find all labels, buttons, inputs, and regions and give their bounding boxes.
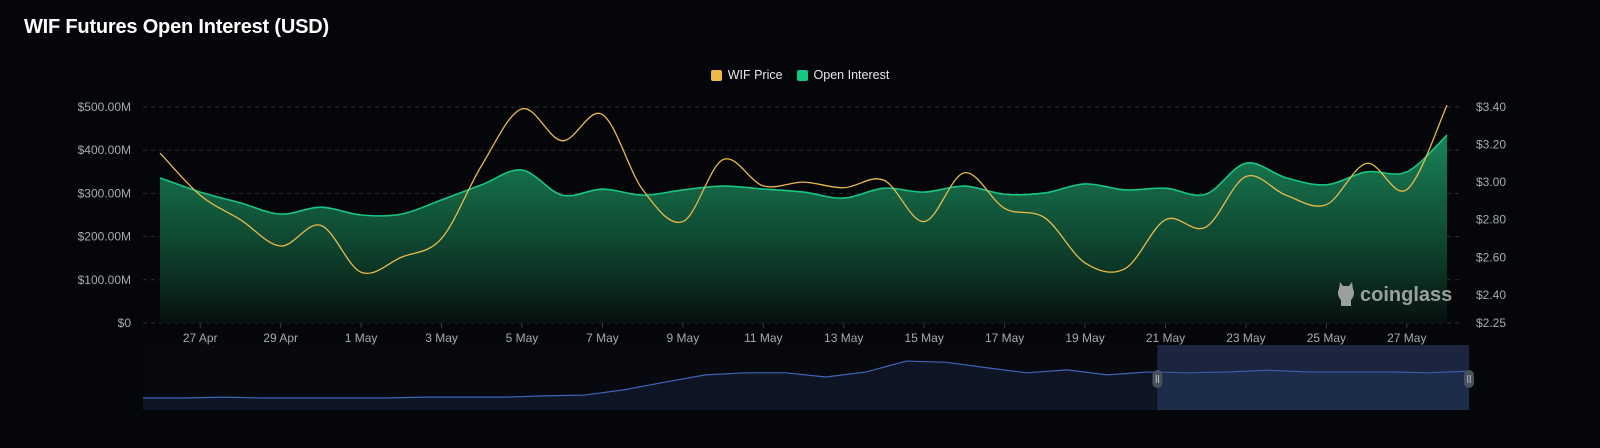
- y-right-tick-label: $2.60: [1476, 250, 1506, 264]
- x-tick-label: 29 Apr: [263, 331, 298, 345]
- y-left-tick-label: $400.00M: [78, 143, 131, 157]
- overview-right-handle[interactable]: [1464, 370, 1474, 388]
- overview-selected-window[interactable]: [1157, 345, 1469, 410]
- y-left-tick-label: $500.00M: [78, 100, 131, 114]
- y-left-tick-label: $0: [118, 316, 132, 330]
- y-right-tick-label: $3.40: [1476, 100, 1506, 114]
- legend-label: WIF Price: [727, 68, 783, 82]
- x-tick-label: 7 May: [586, 331, 619, 345]
- x-tick-label: 17 May: [985, 331, 1024, 345]
- x-tick-label: 23 May: [1226, 331, 1265, 345]
- legend: WIF Price Open Interest: [0, 68, 1600, 82]
- coinglass-logo-icon: [1337, 282, 1355, 306]
- y-left-tick-label: $300.00M: [78, 186, 131, 200]
- x-tick-label: 15 May: [905, 331, 944, 345]
- chart-title: WIF Futures Open Interest (USD): [24, 16, 329, 38]
- wif-price-line: [159, 104, 1448, 275]
- legend-label: Open Interest: [813, 68, 890, 82]
- overview-line: [143, 360, 1470, 399]
- x-tick-label: 3 May: [425, 331, 458, 345]
- watermark-text: coinglass: [1360, 284, 1452, 306]
- overview-left-handle[interactable]: [1152, 370, 1163, 388]
- y-right-tick-label: $2.40: [1476, 288, 1506, 302]
- x-tick-label: 21 May: [1146, 331, 1185, 345]
- x-tick-label: 5 May: [506, 331, 539, 345]
- y-right-tick-label: $2.80: [1476, 213, 1506, 227]
- open-interest-line: [159, 134, 1448, 217]
- x-tick-label: 19 May: [1065, 331, 1104, 345]
- y-right-tick-label: $3.20: [1476, 138, 1506, 152]
- y-right-tick-label: $2.25: [1476, 316, 1506, 330]
- x-tick-label: 9 May: [667, 331, 700, 345]
- legend-swatch-price: [710, 69, 722, 81]
- legend-item-wif-price[interactable]: WIF Price: [710, 68, 783, 82]
- legend-swatch-oi: [796, 69, 808, 81]
- x-tick-label: 1 May: [345, 331, 378, 345]
- coinglass-watermark: coinglass: [1337, 282, 1452, 306]
- legend-item-open-interest[interactable]: Open Interest: [796, 68, 890, 82]
- y-right-tick-label: $3.00: [1476, 175, 1506, 189]
- x-tick-label: 27 May: [1387, 331, 1426, 345]
- y-left-tick-label: $100.00M: [78, 273, 131, 287]
- x-tick-label: 13 May: [824, 331, 863, 345]
- open-interest-area: [160, 135, 1448, 323]
- x-tick-label: 27 Apr: [183, 331, 218, 345]
- y-left-tick-label: $200.00M: [78, 230, 131, 244]
- x-tick-label: 25 May: [1307, 331, 1346, 345]
- x-tick-label: 11 May: [744, 331, 782, 345]
